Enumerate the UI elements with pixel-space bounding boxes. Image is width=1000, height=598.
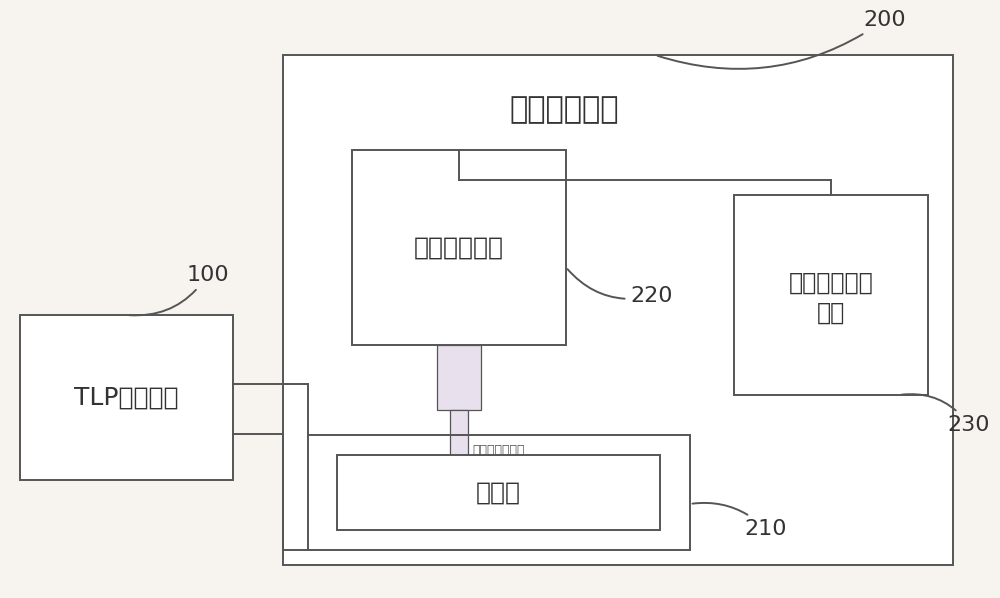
Bar <box>352 150 566 345</box>
Text: 载物台: 载物台 <box>476 481 521 505</box>
Bar <box>450 410 468 465</box>
Bar <box>734 195 928 395</box>
Text: 待测电子元器件: 待测电子元器件 <box>472 444 525 457</box>
Text: 220: 220 <box>567 269 673 307</box>
Text: 光发射显微镜: 光发射显微镜 <box>509 96 619 124</box>
Text: 210: 210 <box>692 503 787 539</box>
Text: TLP测试系统: TLP测试系统 <box>74 386 179 410</box>
Text: 图像采集处理: 图像采集处理 <box>789 271 873 295</box>
Text: 100: 100 <box>129 265 229 315</box>
Bar <box>283 55 953 565</box>
Bar <box>337 455 660 530</box>
Bar <box>308 435 690 550</box>
Text: 200: 200 <box>658 10 906 69</box>
Text: 230: 230 <box>902 394 990 435</box>
Text: 模块: 模块 <box>817 301 845 325</box>
Text: 高灵敏度相机: 高灵敏度相机 <box>414 236 504 260</box>
Bar <box>20 315 233 480</box>
Bar <box>437 345 481 410</box>
